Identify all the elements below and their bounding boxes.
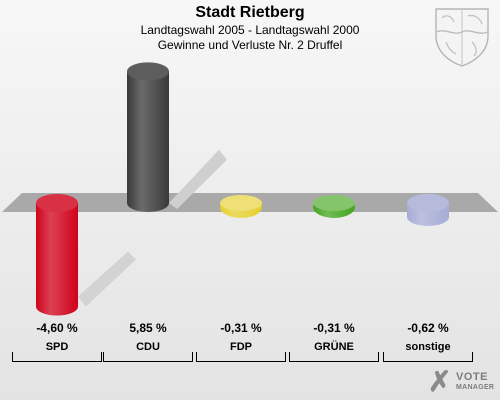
bar-sonstige <box>407 194 449 226</box>
coat-of-arms-icon <box>435 8 489 67</box>
category-bracket-fdp <box>196 352 286 362</box>
bar-shadow-spd <box>78 251 136 307</box>
bar-shadow-cdu <box>169 149 227 209</box>
chart-subtitle: Landtagswahl 2005 - Landtagswahl 2000 <box>140 23 360 37</box>
category-bracket-grüne <box>289 352 379 362</box>
bar-fdp <box>220 195 262 218</box>
category-bracket-cdu <box>103 352 193 362</box>
bar-spd <box>36 194 78 316</box>
value-label-cdu: 5,85 % <box>129 321 167 335</box>
category-label-cdu: CDU <box>136 341 160 353</box>
category-label-spd: SPD <box>45 341 69 353</box>
category-label-sonstige: sonstige <box>405 341 451 353</box>
bar-grüne <box>313 195 355 218</box>
bar-cdu <box>127 62 169 212</box>
category-label-grüne: GRÜNE <box>314 341 354 353</box>
value-label-spd: -4,60 % <box>36 321 78 335</box>
category-bracket-spd <box>12 352 102 362</box>
chart-title: Stadt Rietberg <box>195 4 305 21</box>
logo-check-icon: ✗ <box>428 366 452 397</box>
category-bracket-sonstige <box>383 352 473 362</box>
value-label-sonstige: -0,62 % <box>407 321 449 335</box>
value-label-grüne: -0,31 % <box>313 321 355 335</box>
chart-subtitle-2: Gewinne und Verluste Nr. 2 Druffel <box>157 38 343 52</box>
votemanager-logo: ✗ VOTE MANAGER <box>426 366 500 400</box>
value-label-fdp: -0,31 % <box>220 321 262 335</box>
category-label-fdp: FDP <box>230 341 252 353</box>
logo-subtext: MANAGER <box>456 384 495 391</box>
logo-text: VOTE <box>456 371 488 383</box>
